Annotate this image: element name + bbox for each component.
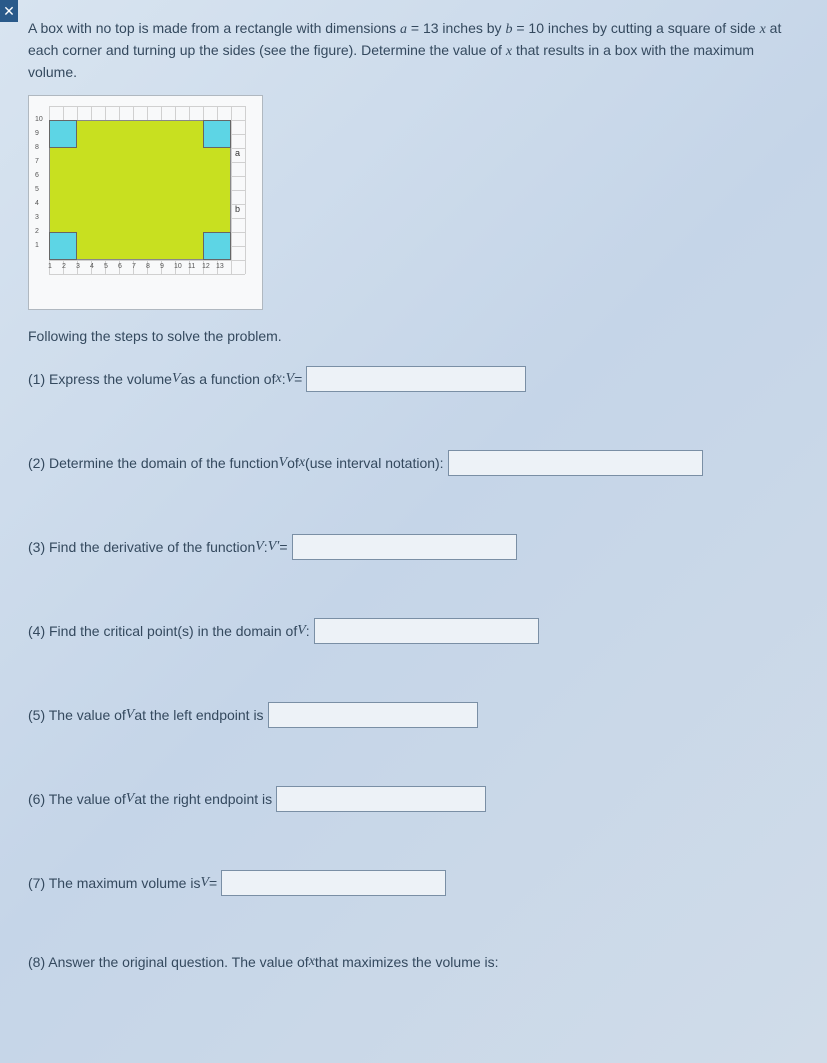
q1-text: as a function of (181, 371, 276, 387)
q6-input[interactable] (276, 786, 486, 812)
x-tick-label: 7 (132, 263, 136, 270)
var-vp: V′ (268, 539, 280, 555)
close-icon: ✕ (3, 3, 15, 20)
var-a: a (400, 22, 407, 37)
q5-input[interactable] (268, 702, 478, 728)
q3-text: (3) Find the derivative of the function (28, 539, 255, 555)
q7-text: (7) The maximum volume is (28, 875, 200, 891)
grid-area: 1234567891011121310987654321ab (49, 106, 245, 274)
grid-line (245, 106, 246, 274)
q4-input[interactable] (314, 618, 539, 644)
grid-line (49, 260, 245, 261)
x-tick-label: 8 (146, 263, 150, 270)
x-tick-label: 9 (160, 263, 164, 270)
q8-text: (8) Answer the original question. The va… (28, 954, 309, 970)
y-tick-label: 4 (35, 200, 39, 207)
x-tick-label: 2 (62, 263, 66, 270)
q7-eq: = (209, 875, 217, 891)
q5-text: at the left endpoint is (134, 707, 263, 723)
q1-eq: = (294, 371, 302, 387)
text: = (407, 20, 423, 36)
x-tick-label: 3 (76, 263, 80, 270)
q8-text: that maximizes the volume is: (315, 954, 499, 970)
x-tick-label: 6 (118, 263, 122, 270)
corner-square-0 (49, 120, 77, 148)
box-figure: 1234567891011121310987654321ab (28, 95, 263, 310)
q2-input[interactable] (448, 450, 703, 476)
text: inches by (439, 20, 506, 36)
x-tick-label: 5 (104, 263, 108, 270)
q2-text: of (287, 455, 299, 471)
question-6: (6) The value of V at the right endpoint… (28, 786, 799, 812)
y-tick-label: 10 (35, 116, 43, 123)
x-tick-label: 11 (188, 263, 195, 270)
grid-line (49, 274, 245, 275)
grid-line (49, 106, 245, 107)
x-tick-label: 12 (202, 263, 210, 270)
q4-text: (4) Find the critical point(s) in the do… (28, 623, 297, 639)
y-tick-label: 7 (35, 158, 39, 165)
corner-square-2 (49, 232, 77, 260)
q6-text: at the right endpoint is (134, 791, 272, 807)
q1-input[interactable] (306, 366, 526, 392)
text: = (512, 20, 528, 36)
y-tick-label: 9 (35, 130, 39, 137)
q3-eq: = (279, 539, 287, 555)
var-v: V (279, 455, 288, 471)
question-7: (7) The maximum volume is V = (28, 870, 799, 896)
x-tick-label: 13 (216, 263, 224, 270)
question-1: (1) Express the volume V as a function o… (28, 366, 799, 392)
dim-label-b: b (235, 204, 240, 214)
x-tick-label: 10 (174, 263, 182, 270)
q5-text: (5) The value of (28, 707, 126, 723)
var-v: V (126, 707, 135, 723)
y-tick-label: 2 (35, 228, 39, 235)
question-2: (2) Determine the domain of the function… (28, 450, 799, 476)
q3-input[interactable] (292, 534, 517, 560)
question-5: (5) The value of V at the left endpoint … (28, 702, 799, 728)
q1-text: (1) Express the volume (28, 371, 172, 387)
instruction-text: Following the steps to solve the problem… (28, 328, 799, 344)
dim-label-a: a (235, 148, 240, 158)
val-b: 10 (528, 20, 544, 36)
q2-text: (2) Determine the domain of the function (28, 455, 279, 471)
text: inches by cutting a square of side (544, 20, 760, 36)
val-a: 13 (423, 20, 439, 36)
q6-text: (6) The value of (28, 791, 126, 807)
text: A box with no top is made from a rectang… (28, 20, 400, 36)
problem-content: A box with no top is made from a rectang… (0, 0, 827, 994)
x-tick-label: 1 (48, 263, 52, 270)
var-v: V (200, 875, 209, 891)
var-v: V (286, 371, 295, 387)
question-3: (3) Find the derivative of the function … (28, 534, 799, 560)
corner-square-3 (203, 232, 231, 260)
var-v: V (126, 791, 135, 807)
var-v: V (172, 371, 181, 387)
var-v: V (297, 623, 306, 639)
var-v: V (255, 539, 264, 555)
y-tick-label: 1 (35, 242, 39, 249)
x-tick-label: 4 (90, 263, 94, 270)
y-tick-label: 5 (35, 186, 39, 193)
y-tick-label: 3 (35, 214, 39, 221)
question-8: (8) Answer the original question. The va… (28, 954, 799, 970)
y-tick-label: 6 (35, 172, 39, 179)
question-4: (4) Find the critical point(s) in the do… (28, 618, 799, 644)
q4-text: : (306, 623, 310, 639)
y-tick-label: 8 (35, 144, 39, 151)
corner-square-1 (203, 120, 231, 148)
q7-input[interactable] (221, 870, 446, 896)
problem-statement: A box with no top is made from a rectang… (28, 18, 799, 83)
q2-text: (use interval notation): (305, 455, 444, 471)
close-tab[interactable]: ✕ (0, 0, 18, 22)
